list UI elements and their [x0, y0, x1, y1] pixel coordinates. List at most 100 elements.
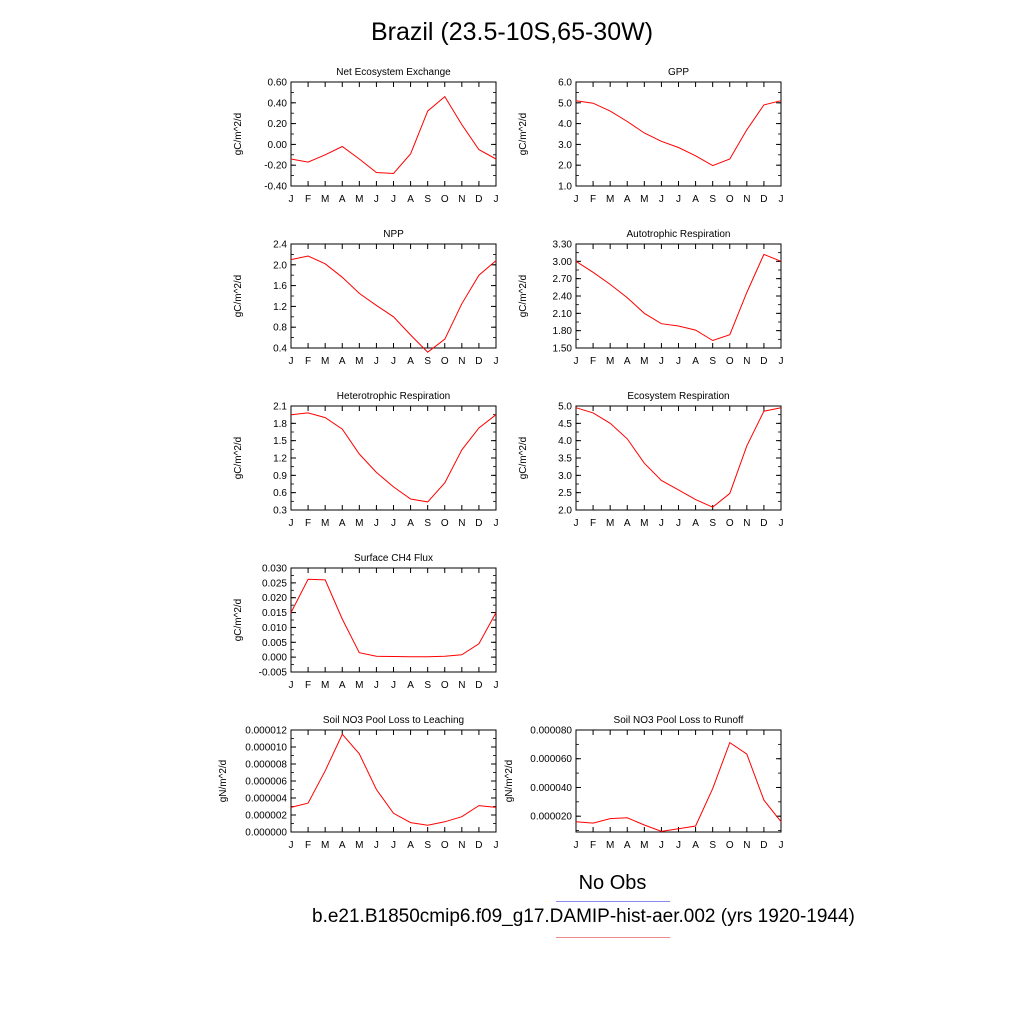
x-tick-label: A [407, 840, 414, 851]
x-tick-label: F [305, 518, 311, 529]
y-tick-label: 0.000008 [245, 760, 287, 771]
x-tick-label: J [374, 194, 379, 205]
x-tick-label: O [441, 518, 449, 529]
chart-title: Autotrophic Respiration [627, 229, 731, 240]
y-tick-label: 0.00 [268, 140, 288, 151]
chart-title: Net Ecosystem Exchange [336, 67, 451, 78]
x-tick-label: A [339, 680, 346, 691]
y-axis-label: gN/m^2/d [218, 760, 229, 803]
y-tick-label: 2.0 [558, 161, 572, 172]
x-tick-label: J [494, 840, 499, 851]
x-tick-label: N [458, 518, 465, 529]
x-tick-label: J [374, 840, 379, 851]
x-tick-label: A [407, 518, 414, 529]
x-tick-label: M [606, 518, 614, 529]
x-tick-label: J [391, 680, 396, 691]
y-tick-label: 0.60 [268, 78, 288, 89]
y-tick-label: 0.015 [262, 608, 287, 619]
y-tick-label: 2.0 [273, 260, 287, 271]
x-tick-label: J [289, 518, 294, 529]
y-tick-label: 0.000012 [245, 726, 287, 737]
x-tick-label: A [407, 194, 414, 205]
x-tick-label: M [640, 356, 648, 367]
x-tick-label: O [441, 680, 449, 691]
y-tick-label: -0.20 [264, 161, 287, 172]
x-tick-label: D [475, 518, 482, 529]
chart-title: NPP [383, 229, 404, 240]
x-tick-label: M [321, 194, 329, 205]
x-tick-label: M [640, 840, 648, 851]
y-tick-label: 0.000080 [530, 726, 572, 737]
x-tick-label: J [391, 356, 396, 367]
x-tick-label: J [676, 194, 681, 205]
y-tick-label: 0.020 [262, 593, 287, 604]
y-tick-label: -0.005 [259, 668, 288, 679]
y-axis-label: gC/m^2/d [518, 437, 529, 480]
y-tick-label: 2.70 [553, 274, 573, 285]
y-tick-label: 3.0 [558, 471, 572, 482]
x-tick-label: J [289, 194, 294, 205]
y-tick-label: 6.0 [558, 78, 572, 89]
plot-frame [290, 81, 497, 187]
x-tick-label: J [659, 194, 664, 205]
chart-panel-6: Ecosystem Respiration gC/m^2/d 5.0 4.5 4.0 3.… [518, 391, 784, 529]
x-tick-label: M [355, 518, 363, 529]
x-tick-label: M [606, 194, 614, 205]
y-axis-label: gC/m^2/d [233, 437, 244, 480]
y-tick-label: 4.0 [558, 436, 572, 447]
legend-run-label: b.e21.B1850cmip6.f09_g17.DAMIP-hist-aer.… [312, 906, 855, 927]
chart-panel-1: Net Ecosystem Exchange gC/m^2/d 0.60 0.40 0.… [233, 67, 499, 205]
plot-frame [290, 405, 497, 511]
y-axis-label: gC/m^2/d [518, 113, 529, 156]
x-tick-label: J [779, 356, 784, 367]
x-tick-label: J [574, 518, 579, 529]
series-line [575, 741, 782, 832]
y-tick-label: 0.000002 [245, 811, 287, 822]
y-axis-label: gC/m^2/d [233, 275, 244, 318]
x-tick-label: J [574, 194, 579, 205]
series-line [575, 100, 782, 167]
x-tick-label: S [424, 194, 431, 205]
legend-run-line [556, 937, 670, 938]
x-tick-label: A [407, 356, 414, 367]
y-tick-label: 0.005 [262, 638, 287, 649]
x-tick-label: F [305, 680, 311, 691]
y-tick-label: 0.4 [273, 344, 287, 355]
y-tick-label: 1.5 [273, 436, 287, 447]
x-tick-label: J [494, 680, 499, 691]
x-tick-label: M [355, 356, 363, 367]
y-tick-label: 2.40 [553, 292, 573, 303]
legend-obs-line [556, 901, 670, 902]
x-tick-label: S [424, 680, 431, 691]
x-tick-label: J [289, 356, 294, 367]
chart-title: Ecosystem Respiration [627, 391, 729, 402]
y-tick-label: 1.0 [558, 182, 572, 193]
x-tick-label: A [624, 356, 631, 367]
page-title: Brazil (23.5-10S,65-30W) [370, 18, 654, 46]
x-tick-label: D [475, 680, 482, 691]
x-tick-label: S [709, 194, 716, 205]
x-tick-label: J [779, 518, 784, 529]
y-tick-label: 0.000000 [245, 828, 287, 839]
y-tick-label: 5.0 [558, 402, 572, 413]
y-axis-label: gN/m^2/d [504, 760, 515, 803]
x-tick-label: J [676, 840, 681, 851]
plot-frame [290, 243, 497, 349]
x-tick-label: A [624, 840, 631, 851]
x-tick-label: A [339, 356, 346, 367]
x-tick-label: O [726, 840, 734, 851]
y-tick-label: 0.000 [262, 653, 287, 664]
x-tick-label: J [779, 840, 784, 851]
x-tick-label: N [743, 356, 750, 367]
x-tick-label: F [590, 840, 596, 851]
x-tick-label: J [659, 518, 664, 529]
y-tick-label: 0.20 [268, 119, 288, 130]
x-tick-label: M [355, 840, 363, 851]
y-tick-label: 2.10 [553, 309, 573, 320]
x-tick-label: J [574, 840, 579, 851]
x-tick-label: O [441, 840, 449, 851]
x-tick-label: N [458, 680, 465, 691]
x-tick-label: J [494, 518, 499, 529]
y-tick-label: 2.4 [273, 240, 287, 251]
